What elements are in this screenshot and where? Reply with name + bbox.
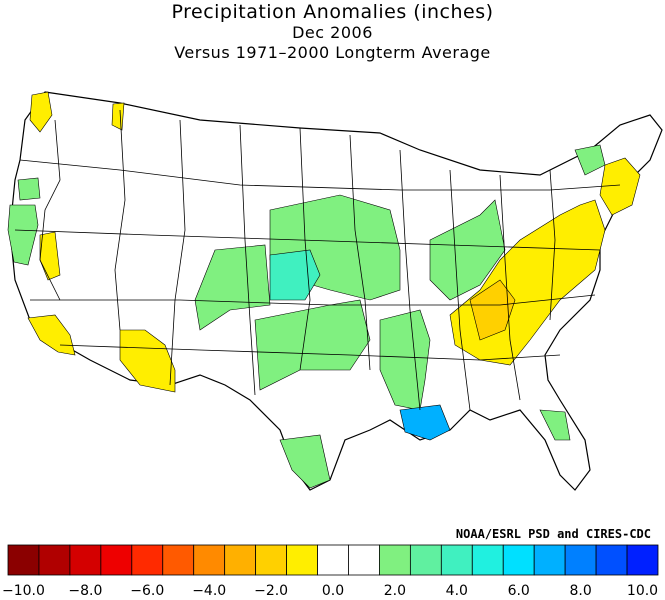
region-nw-oregon xyxy=(17,177,41,201)
region-n-california-coast xyxy=(7,204,39,266)
legend-swatch xyxy=(471,544,504,576)
region-s-louisiana xyxy=(399,404,451,441)
region-nw-washington xyxy=(29,91,53,133)
legend-tick-labels: −10.0 −8.0 −6.0 −4.0 −2.0 0.0 2.0 4.0 6.0 8.0 10.0 xyxy=(2,583,658,599)
legend-swatch xyxy=(502,544,535,576)
legend-swatch xyxy=(255,544,287,576)
legend-tick-label: 6.0 xyxy=(508,583,530,599)
region-central-california xyxy=(39,231,61,281)
legend-swatch xyxy=(193,544,226,576)
legend-swatch xyxy=(533,544,566,576)
legend-swatch xyxy=(317,544,349,576)
map-title: Precipitation Anomalies (inches) xyxy=(171,1,494,23)
region-south-texas xyxy=(279,434,331,489)
legend-swatches xyxy=(7,544,659,576)
legend-tick-label: −2.0 xyxy=(254,583,288,599)
region-n-idaho xyxy=(111,102,125,131)
region-southern-arizona xyxy=(119,329,176,393)
legend-tick-label: 4.0 xyxy=(446,583,468,599)
legend-tick-label: 10.0 xyxy=(627,583,658,599)
region-colorado-nm xyxy=(194,244,271,331)
legend-swatch xyxy=(100,544,133,576)
map-subtitle-baseline: Versus 1971–2000 Longterm Average xyxy=(174,43,491,62)
legend-tick-label: −4.0 xyxy=(192,583,226,599)
legend-swatch xyxy=(409,544,442,576)
legend-swatch xyxy=(626,544,659,576)
region-tennessee-valley xyxy=(469,279,516,341)
region-new-england xyxy=(599,157,641,216)
legend-swatch xyxy=(440,544,473,576)
legend-tick-label: 2.0 xyxy=(384,583,406,599)
legend-swatch xyxy=(38,544,71,576)
legend-swatch xyxy=(162,544,195,576)
map-subtitle-date: Dec 2006 xyxy=(292,23,373,42)
legend-swatch xyxy=(595,544,628,576)
division-borders xyxy=(14,109,621,411)
title-block: Precipitation Anomalies (inches) Dec 200… xyxy=(0,0,665,63)
region-w-kansas-oklahoma xyxy=(269,249,321,301)
legend-swatch xyxy=(348,544,380,576)
color-bar-legend: −10.0 −8.0 −6.0 −4.0 −2.0 0.0 2.0 4.0 6.0 8.0 10.0 xyxy=(2,544,659,599)
legend-tick-label: −6.0 xyxy=(130,583,164,599)
region-florida xyxy=(539,409,571,441)
legend-swatch xyxy=(286,544,318,576)
legend-swatch xyxy=(7,544,40,576)
us-precipitation-map xyxy=(7,91,663,491)
legend-tick-label: −10.0 xyxy=(2,583,45,599)
legend-swatch xyxy=(379,544,411,576)
credit-label: NOAA/ESRL PSD and CIRES-CDC xyxy=(455,527,651,541)
legend-tick-label: 0.0 xyxy=(322,583,344,599)
legend-tick-label: 8.0 xyxy=(569,583,591,599)
legend-swatch xyxy=(69,544,102,576)
legend-tick-label: −8.0 xyxy=(68,583,102,599)
legend-swatch xyxy=(131,544,164,576)
legend-swatch xyxy=(564,544,597,576)
region-ohio-valley xyxy=(429,199,506,301)
region-maine xyxy=(574,144,606,176)
wet-anomaly-regions xyxy=(7,144,606,489)
legend-swatch xyxy=(224,544,257,576)
